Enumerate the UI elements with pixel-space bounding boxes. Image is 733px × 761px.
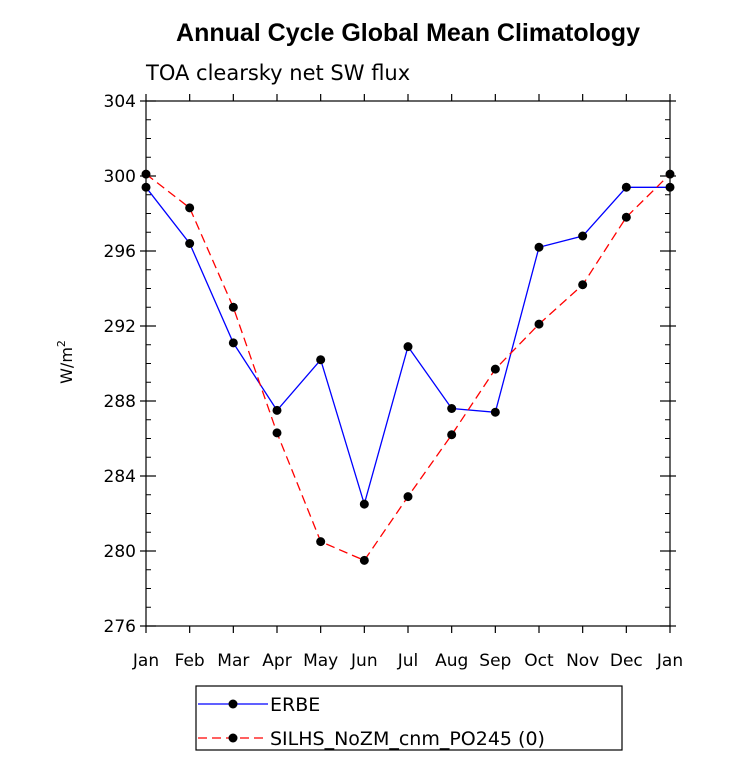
series-1-point [272, 428, 282, 438]
series-0-point [578, 231, 588, 241]
series-1-point [534, 319, 544, 329]
y-axis-label: W/m2 [55, 340, 76, 384]
x-tick-label: Nov [566, 651, 599, 671]
series-0-point [534, 242, 544, 252]
legend-label-1: SILHS_NoZM_cnm_PO245 (0) [270, 728, 545, 750]
series-0-point [359, 499, 369, 509]
legend-marker-0 [228, 699, 238, 709]
x-tick-label: Jan [656, 651, 683, 671]
x-tick-labels: Jan Feb Mar Apr May Jun Jul Aug Sep Oct Nov Dec Jan [132, 651, 683, 671]
series-0-point [316, 355, 326, 365]
series-1-point [665, 169, 675, 179]
series-0-point [228, 338, 238, 348]
x-tick-label: Jul [397, 651, 419, 671]
series-1-point [490, 364, 500, 374]
y-tick-label: 288 [104, 392, 136, 412]
series-0-point [272, 405, 282, 415]
series-1-point [578, 280, 588, 290]
y-tick-label: 280 [104, 542, 136, 562]
series-0-point [141, 182, 151, 192]
plot-frame [145, 100, 671, 627]
series-0-point [665, 182, 675, 192]
series-line-1 [145, 173, 671, 562]
x-tick-label: Apr [262, 651, 291, 671]
series-1-point [447, 430, 457, 440]
x-tick-label: Jun [350, 651, 378, 671]
x-tick-label: Sep [479, 651, 511, 671]
y-tick-label: 300 [104, 167, 136, 187]
series-0-point [403, 342, 413, 352]
legend: ERBE SILHS_NoZM_cnm_PO245 (0) [198, 694, 545, 750]
series-0-point [490, 407, 500, 417]
x-tick-label: May [303, 651, 338, 671]
x-tick-label: Oct [524, 651, 554, 671]
chart-title: Annual Cycle Global Mean Climatology [176, 19, 640, 47]
legend-marker-1 [228, 733, 238, 743]
series-1-point [185, 203, 195, 213]
y-tick-label: 284 [104, 467, 136, 487]
y-axis-label-text: W/m [57, 347, 76, 384]
x-tick-label: Jan [132, 651, 159, 671]
axis-ticks [140, 94, 676, 633]
series-1-point [621, 212, 631, 222]
series-1-point [359, 555, 369, 565]
legend-label-0: ERBE [270, 694, 320, 716]
y-tick-label: 292 [104, 317, 136, 337]
x-tick-label: Feb [175, 651, 205, 671]
y-axis-label-superscript: 2 [55, 340, 68, 347]
y-tick-label: 296 [104, 242, 136, 262]
series-1-point [316, 537, 326, 547]
x-tick-label: Mar [217, 651, 249, 671]
series-1-point [228, 302, 238, 312]
series-1-point [403, 492, 413, 502]
legend-box [195, 685, 623, 751]
series-layer [141, 169, 675, 565]
x-tick-label: Aug [435, 651, 468, 671]
series-0-point [621, 182, 631, 192]
y-tick-label: 304 [104, 92, 136, 112]
series-0-point [185, 239, 195, 248]
series-1-point [141, 169, 151, 179]
x-tick-label: Dec [610, 651, 643, 671]
y-tick-labels: 276 280 284 288 292 296 300 304 [104, 92, 136, 637]
y-tick-label: 276 [104, 617, 136, 637]
series-0-point [447, 404, 457, 413]
chart-subtitle: TOA clearsky net SW flux [145, 61, 410, 85]
